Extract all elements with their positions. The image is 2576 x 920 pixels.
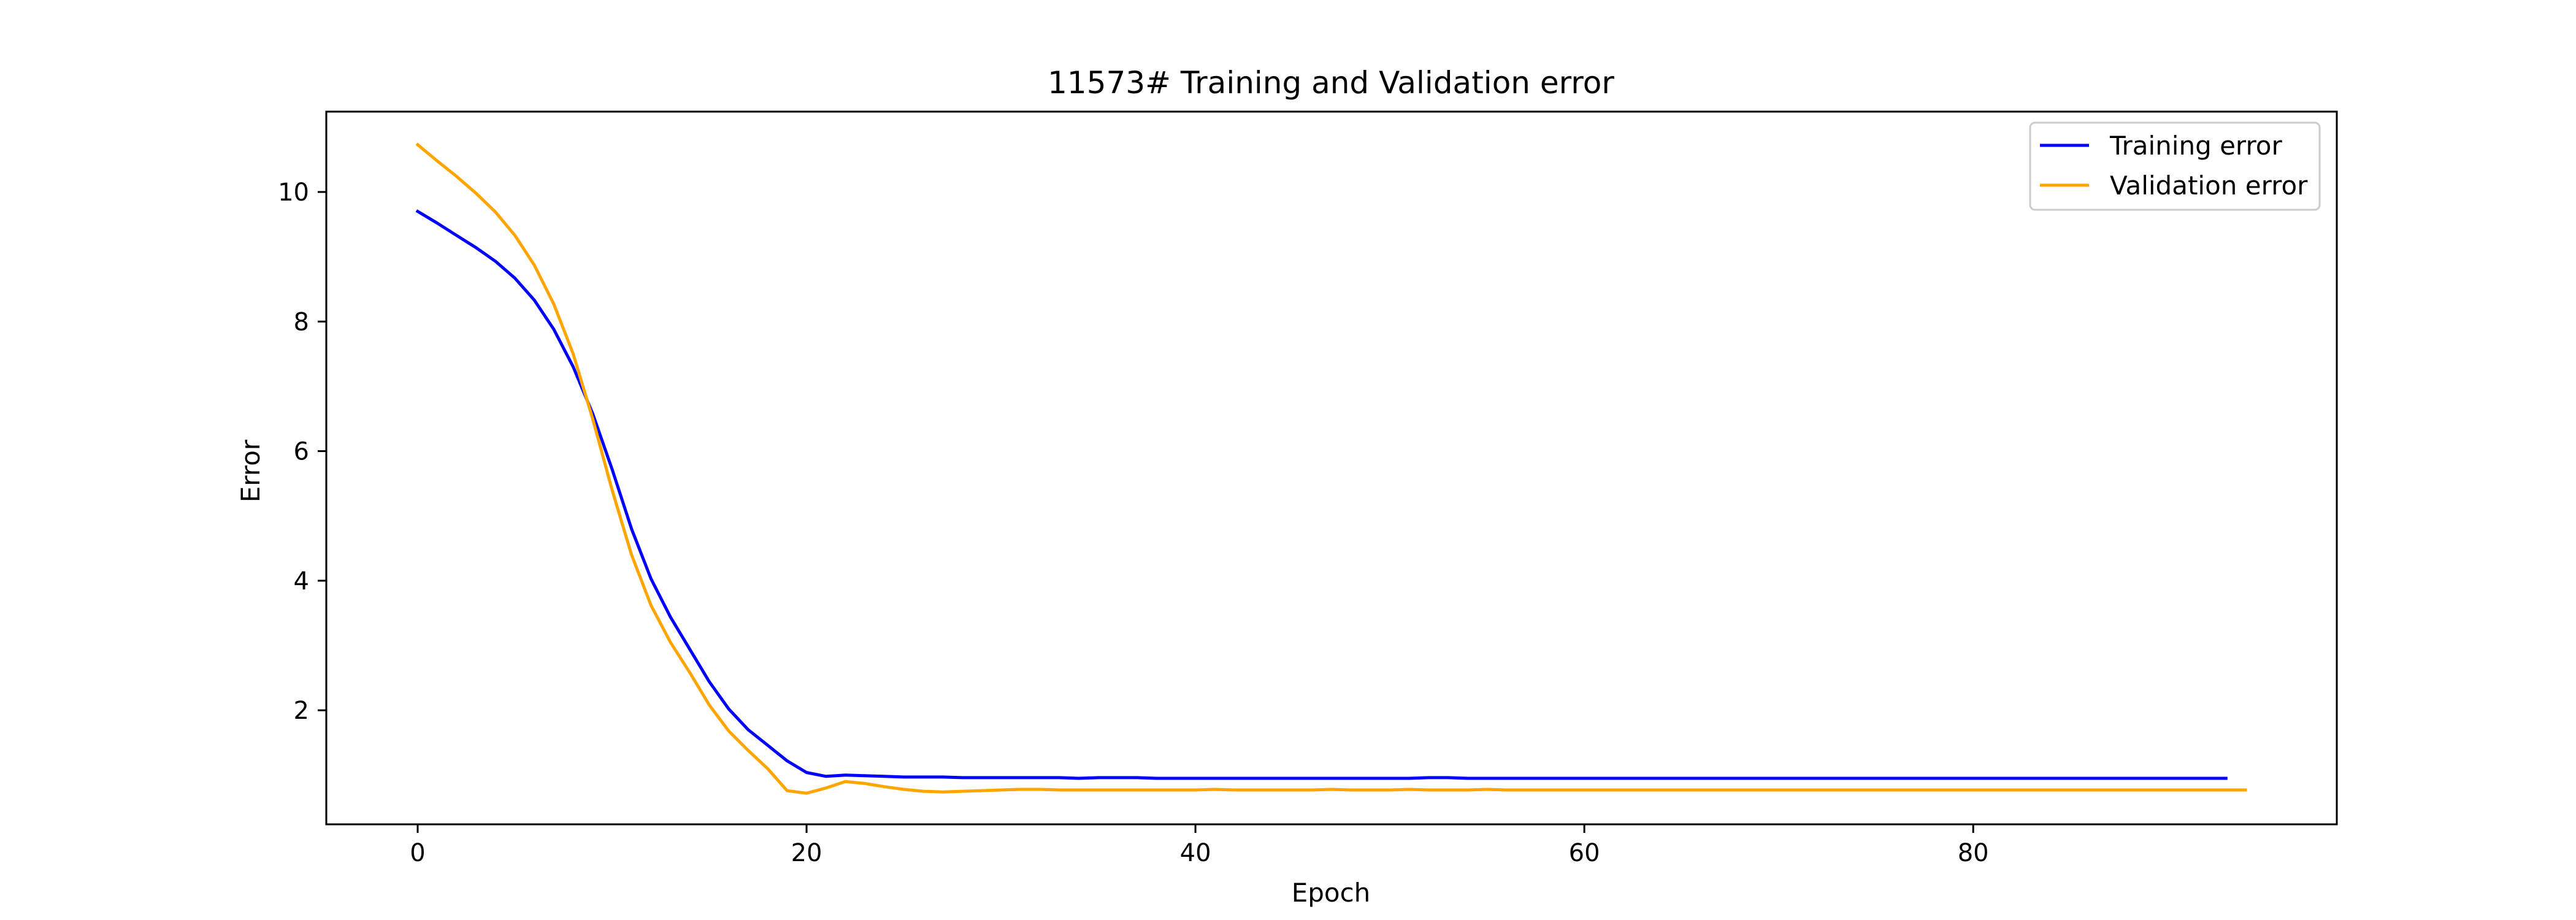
y-tick-label: 10 (278, 178, 309, 207)
legend: Training error Validation error (2029, 121, 2321, 211)
x-tick-label: 80 (1958, 839, 1989, 867)
x-tick-label: 20 (791, 839, 822, 867)
x-tick-label: 60 (1569, 839, 1600, 867)
legend-frame (2029, 121, 2321, 211)
x-tick-label: 0 (410, 839, 425, 867)
series-line-validation-error (415, 142, 2247, 795)
y-tick-label: 4 (294, 567, 309, 596)
axes-frame (325, 110, 2338, 826)
x-tick-label: 40 (1180, 839, 1211, 867)
y-tick-label: 8 (294, 308, 309, 336)
legend-label-training-error: Training error (2109, 131, 2282, 161)
x-axis-label: Epoch (1292, 878, 1371, 908)
plot-area: 0 20 40 60 80 2 4 6 8 10 (278, 110, 2338, 867)
series-line-training-error (415, 209, 2228, 780)
y-axis-label: Error (236, 439, 266, 502)
y-tick-label: 6 (294, 438, 309, 466)
chart-title: 11573# Training and Validation error (1048, 65, 1614, 101)
y-tick-label: 2 (294, 697, 309, 725)
legend-label-validation-error: Validation error (2110, 171, 2308, 201)
